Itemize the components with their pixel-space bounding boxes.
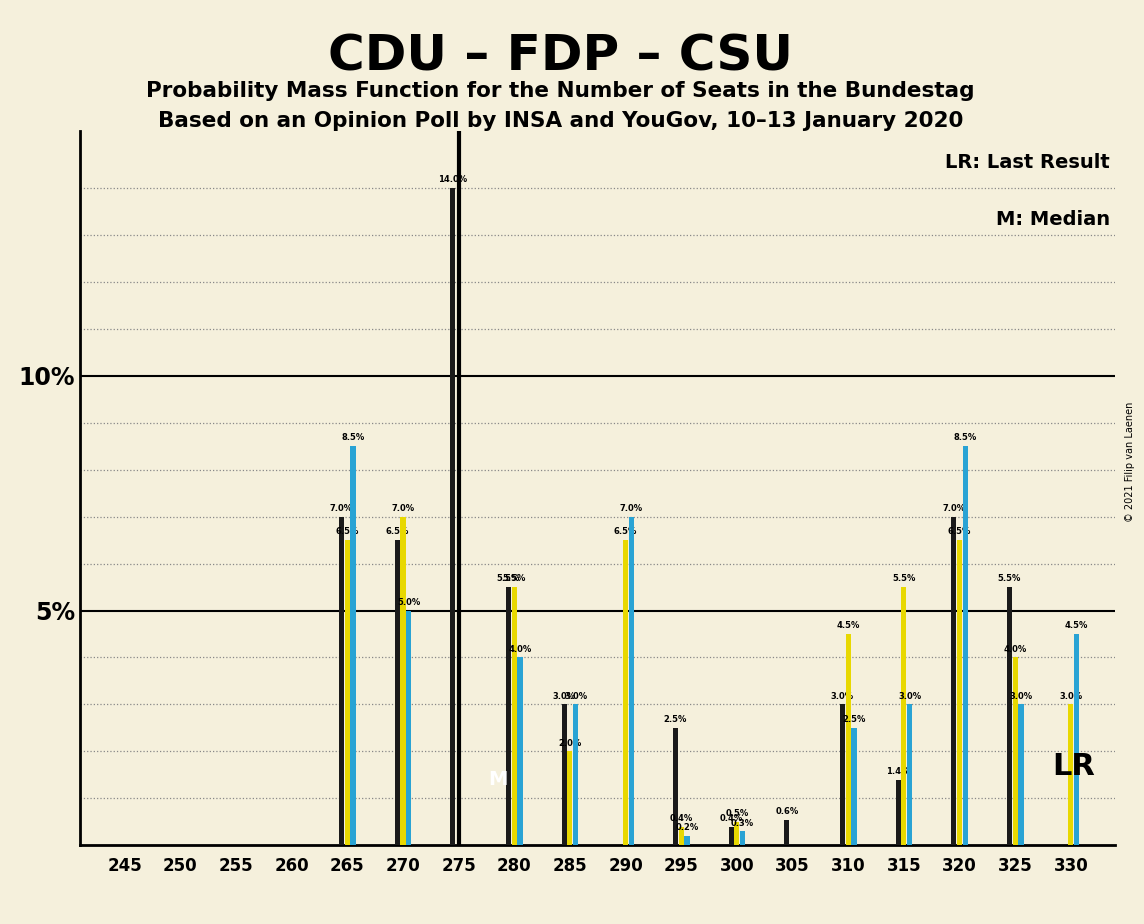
Bar: [951, 517, 956, 845]
Text: M: Median: M: Median: [996, 210, 1110, 229]
Text: 5.5%: 5.5%: [998, 574, 1022, 583]
Text: 4.5%: 4.5%: [1065, 621, 1088, 630]
Bar: [451, 188, 455, 845]
Bar: [958, 540, 962, 845]
Bar: [511, 587, 517, 845]
Text: LR: LR: [1051, 752, 1095, 781]
Text: 5.5%: 5.5%: [496, 574, 521, 583]
Bar: [517, 658, 523, 845]
Text: 2.5%: 2.5%: [842, 715, 866, 724]
Text: Based on an Opinion Poll by INSA and YouGov, 10–13 January 2020: Based on an Opinion Poll by INSA and You…: [158, 111, 963, 131]
Bar: [901, 587, 906, 845]
Bar: [840, 704, 845, 845]
Bar: [851, 728, 857, 845]
Bar: [344, 540, 350, 845]
Text: 7.0%: 7.0%: [391, 504, 414, 513]
Bar: [573, 704, 578, 845]
Text: 14.0%: 14.0%: [438, 175, 468, 184]
Bar: [678, 827, 684, 845]
Text: 0.4%: 0.4%: [669, 814, 693, 823]
Text: 6.5%: 6.5%: [614, 528, 637, 536]
Text: 3.0%: 3.0%: [553, 692, 575, 700]
Bar: [562, 704, 566, 845]
Bar: [734, 822, 739, 845]
Text: 5.5%: 5.5%: [502, 574, 526, 583]
Text: 1.4%: 1.4%: [887, 767, 909, 776]
Text: 8.5%: 8.5%: [341, 433, 365, 443]
Bar: [785, 820, 789, 845]
Text: LR: Last Result: LR: Last Result: [945, 152, 1110, 172]
Bar: [395, 540, 399, 845]
Bar: [1074, 634, 1079, 845]
Text: 3.0%: 3.0%: [898, 692, 921, 700]
Bar: [845, 634, 851, 845]
Bar: [896, 780, 900, 845]
Text: 4.0%: 4.0%: [508, 645, 532, 654]
Text: 4.5%: 4.5%: [836, 621, 860, 630]
Bar: [567, 751, 572, 845]
Text: CDU – FDP – CSU: CDU – FDP – CSU: [328, 32, 793, 80]
Text: 3.0%: 3.0%: [564, 692, 587, 700]
Text: 6.5%: 6.5%: [386, 528, 408, 536]
Text: 0.3%: 0.3%: [731, 819, 754, 828]
Text: 7.0%: 7.0%: [943, 504, 966, 513]
Text: 5.5%: 5.5%: [892, 574, 915, 583]
Text: 3.0%: 3.0%: [1009, 692, 1033, 700]
Bar: [406, 611, 411, 845]
Text: 3.0%: 3.0%: [1059, 692, 1082, 700]
Bar: [963, 446, 968, 845]
Bar: [1007, 587, 1012, 845]
Text: 0.4%: 0.4%: [720, 814, 742, 823]
Text: 0.5%: 0.5%: [725, 809, 748, 819]
Bar: [1012, 658, 1018, 845]
Bar: [907, 704, 912, 845]
Text: 5.0%: 5.0%: [397, 598, 420, 607]
Text: 0.2%: 0.2%: [675, 823, 699, 833]
Bar: [673, 728, 678, 845]
Text: 4.0%: 4.0%: [1003, 645, 1027, 654]
Text: 2.0%: 2.0%: [558, 738, 581, 748]
Text: Probability Mass Function for the Number of Seats in the Bundestag: Probability Mass Function for the Number…: [146, 81, 975, 102]
Bar: [350, 446, 356, 845]
Text: 8.5%: 8.5%: [954, 433, 977, 443]
Bar: [684, 836, 690, 845]
Bar: [400, 517, 405, 845]
Bar: [740, 832, 745, 845]
Text: 0.6%: 0.6%: [776, 807, 799, 816]
Text: 3.0%: 3.0%: [831, 692, 855, 700]
Text: M: M: [487, 770, 507, 789]
Text: 6.5%: 6.5%: [335, 528, 359, 536]
Text: © 2021 Filip van Laenen: © 2021 Filip van Laenen: [1126, 402, 1135, 522]
Bar: [1018, 704, 1024, 845]
Text: 2.5%: 2.5%: [664, 715, 688, 724]
Text: 6.5%: 6.5%: [948, 528, 971, 536]
Bar: [629, 517, 634, 845]
Text: 7.0%: 7.0%: [620, 504, 643, 513]
Bar: [506, 587, 511, 845]
Bar: [729, 827, 733, 845]
Bar: [623, 540, 628, 845]
Bar: [339, 517, 344, 845]
Text: 7.0%: 7.0%: [329, 504, 353, 513]
Bar: [1068, 704, 1073, 845]
